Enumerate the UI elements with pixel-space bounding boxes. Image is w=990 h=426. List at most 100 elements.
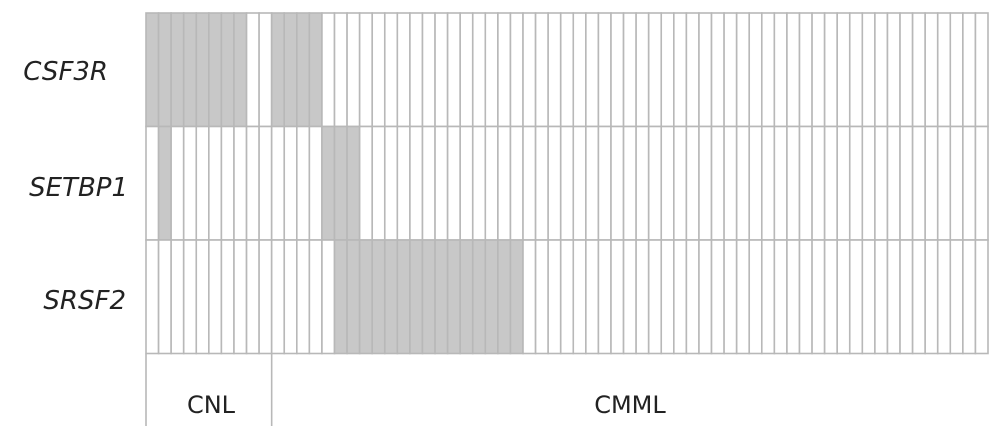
cell-csf3r-66 — [962, 12, 977, 128]
cell-srsf2-20 — [383, 239, 399, 355]
cell-srsf2-46 — [710, 239, 725, 355]
cell-csf3r-63 — [924, 12, 939, 128]
cell-srsf2-7 — [220, 239, 235, 355]
cell-srsf2-15 — [321, 239, 336, 355]
cell-setbp1-37 — [597, 125, 612, 241]
group-axis — [145, 353, 273, 426]
cell-setbp1-26 — [459, 125, 474, 241]
cell-setbp1-15 — [321, 125, 336, 241]
cell-srsf2-37 — [597, 239, 612, 355]
cell-setbp1-45 — [698, 125, 713, 241]
cell-setbp1-67 — [974, 125, 989, 241]
cell-csf3r-7 — [220, 12, 235, 128]
cell-srsf2-24 — [434, 239, 449, 355]
cell-srsf2-5 — [195, 239, 210, 355]
cell-csf3r-49 — [748, 12, 763, 128]
cell-csf3r-43 — [673, 12, 688, 128]
cell-setbp1-39 — [622, 125, 637, 241]
cell-csf3r-50 — [760, 12, 776, 128]
cell-setbp1-54 — [811, 125, 826, 241]
cell-csf3r-23 — [421, 12, 436, 128]
cell-srsf2-61 — [899, 239, 914, 355]
cell-csf3r-65 — [949, 12, 964, 128]
cell-csf3r-53 — [798, 12, 813, 128]
cell-setbp1-10 — [258, 125, 273, 241]
cell-csf3r-39 — [622, 12, 637, 128]
cell-srsf2-18 — [358, 239, 374, 355]
cell-srsf2-36 — [585, 239, 600, 355]
cell-setbp1-49 — [748, 125, 763, 241]
cell-setbp1-59 — [874, 125, 889, 241]
cell-csf3r-37 — [597, 12, 612, 128]
cell-srsf2-50 — [760, 239, 776, 355]
cell-srsf2-25 — [446, 239, 461, 355]
cell-srsf2-51 — [773, 239, 788, 355]
cell-setbp1-12 — [283, 125, 298, 241]
cell-srsf2-6 — [208, 239, 223, 355]
cell-setbp1-27 — [471, 125, 487, 241]
cell-csf3r-24 — [434, 12, 449, 128]
cell-setbp1-8 — [233, 125, 248, 241]
cell-setbp1-62 — [911, 125, 926, 241]
cell-setbp1-13 — [296, 125, 311, 241]
gene-labels: CSF3R SETBP1 SRSF2 — [23, 57, 128, 316]
cell-setbp1-60 — [886, 125, 901, 241]
cell-srsf2-40 — [635, 239, 650, 355]
cell-srsf2-10 — [258, 239, 273, 355]
cell-srsf2-35 — [572, 239, 587, 355]
cell-srsf2-34 — [559, 239, 575, 355]
cell-csf3r-64 — [936, 12, 952, 128]
cell-csf3r-46 — [710, 12, 725, 128]
cell-setbp1-7 — [220, 125, 235, 241]
cell-srsf2-58 — [861, 239, 876, 355]
cell-setbp1-55 — [823, 125, 839, 241]
cell-csf3r-15 — [321, 12, 336, 128]
cell-setbp1-61 — [899, 125, 914, 241]
cell-srsf2-28 — [484, 239, 499, 355]
gene-label-setbp1: SETBP1 — [29, 173, 128, 203]
cell-srsf2-3 — [170, 239, 185, 355]
cell-setbp1-57 — [848, 125, 864, 241]
group-label-cmml: CMML — [594, 391, 666, 419]
cell-csf3r-61 — [899, 12, 914, 128]
cell-csf3r-3 — [170, 12, 185, 128]
cell-setbp1-33 — [547, 125, 562, 241]
cell-setbp1-58 — [861, 125, 876, 241]
cell-setbp1-18 — [358, 125, 374, 241]
cell-srsf2-22 — [409, 239, 424, 355]
cell-setbp1-42 — [660, 125, 675, 241]
cell-setbp1-36 — [585, 125, 600, 241]
cell-setbp1-25 — [446, 125, 461, 241]
cell-srsf2-56 — [836, 239, 851, 355]
cell-setbp1-1 — [145, 125, 160, 241]
cell-srsf2-4 — [182, 239, 198, 355]
cell-srsf2-2 — [157, 239, 172, 355]
cell-setbp1-31 — [522, 125, 537, 241]
cell-setbp1-9 — [245, 125, 260, 241]
cell-csf3r-38 — [610, 12, 625, 128]
cell-csf3r-52 — [786, 12, 801, 128]
cell-csf3r-27 — [471, 12, 487, 128]
cell-setbp1-56 — [836, 125, 851, 241]
cell-csf3r-9 — [245, 12, 260, 128]
cell-csf3r-26 — [459, 12, 474, 128]
cell-srsf2-41 — [647, 239, 663, 355]
cell-csf3r-1 — [145, 12, 160, 128]
cell-csf3r-32 — [534, 12, 549, 128]
cell-csf3r-44 — [685, 12, 700, 128]
cell-setbp1-65 — [949, 125, 964, 241]
cell-setbp1-43 — [673, 125, 688, 241]
cell-csf3r-2 — [157, 12, 172, 128]
cell-srsf2-66 — [962, 239, 977, 355]
cell-csf3r-4 — [182, 12, 198, 128]
cell-setbp1-63 — [924, 125, 939, 241]
cell-setbp1-19 — [371, 125, 386, 241]
cell-setbp1-52 — [786, 125, 801, 241]
cell-csf3r-25 — [446, 12, 461, 128]
cell-srsf2-42 — [660, 239, 675, 355]
cell-setbp1-30 — [509, 125, 524, 241]
cell-csf3r-51 — [773, 12, 788, 128]
cell-srsf2-26 — [459, 239, 474, 355]
cell-setbp1-48 — [735, 125, 751, 241]
